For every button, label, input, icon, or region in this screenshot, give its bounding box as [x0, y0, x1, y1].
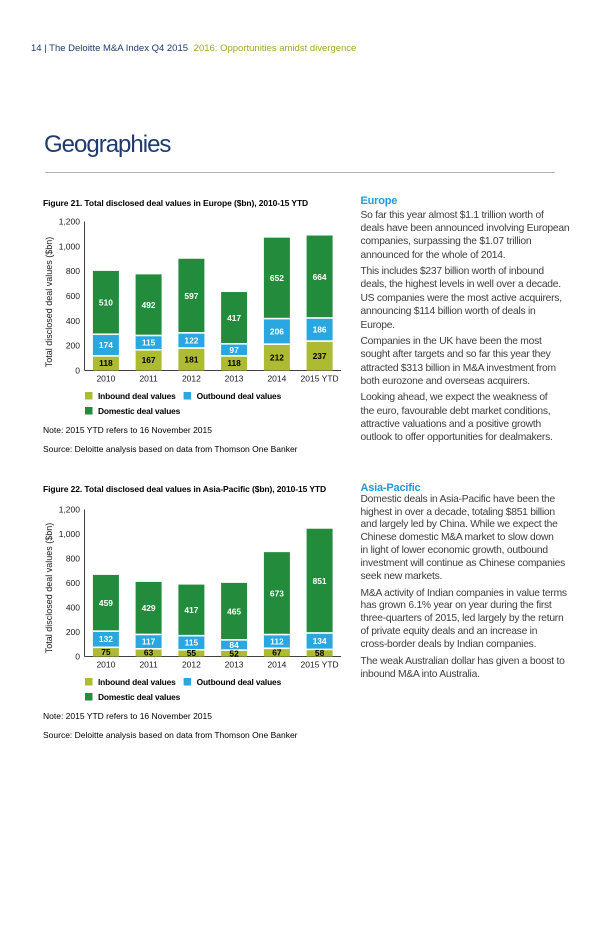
svg-text:2010: 2010	[96, 660, 115, 670]
svg-text:Total disclosed deal values ($: Total disclosed deal values ($bn)	[44, 237, 54, 368]
svg-text:851: 851	[313, 576, 327, 586]
svg-text:117: 117	[142, 637, 156, 647]
svg-text:510: 510	[99, 298, 113, 308]
svg-text:55: 55	[187, 648, 197, 658]
svg-text:417: 417	[227, 313, 241, 323]
svg-text:174: 174	[99, 340, 113, 350]
svg-text:122: 122	[184, 336, 198, 346]
svg-text:800: 800	[66, 266, 80, 276]
svg-text:459: 459	[99, 598, 113, 608]
svg-text:0: 0	[75, 652, 80, 662]
svg-text:200: 200	[66, 627, 80, 637]
svg-text:673: 673	[270, 588, 284, 598]
svg-text:2010: 2010	[96, 374, 115, 384]
svg-text:167: 167	[142, 355, 156, 365]
svg-text:115: 115	[185, 638, 199, 648]
svg-text:Outbound deal values: Outbound deal values	[197, 677, 282, 687]
svg-text:1,200: 1,200	[59, 505, 81, 515]
svg-text:1,000: 1,000	[59, 241, 81, 251]
svg-text:2014: 2014	[267, 374, 286, 384]
svg-text:2013: 2013	[225, 660, 244, 670]
svg-text:Figure 22. Total disclosed dea: Figure 22. Total disclosed deal values i…	[43, 484, 326, 494]
svg-text:Domestic deal values: Domestic deal values	[98, 406, 181, 416]
svg-text:Total disclosed deal values ($: Total disclosed deal values ($bn)	[44, 523, 54, 654]
svg-text:400: 400	[66, 316, 80, 326]
svg-text:Note: 2015 YTD refers to 16 No: Note: 2015 YTD refers to 16 November 201…	[43, 711, 212, 721]
svg-text:Inbound deal values: Inbound deal values	[98, 677, 176, 687]
svg-text:75: 75	[101, 647, 111, 657]
svg-text:Domestic deal values: Domestic deal values	[98, 692, 181, 702]
svg-text:134: 134	[313, 636, 327, 646]
svg-text:2015 YTD: 2015 YTD	[301, 374, 339, 384]
svg-text:67: 67	[272, 647, 282, 657]
svg-text:Outbound deal values: Outbound deal values	[197, 391, 282, 401]
svg-text:Source: Deloitte analysis base: Source: Deloitte analysis based on data …	[43, 730, 298, 740]
svg-text:58: 58	[315, 648, 325, 658]
svg-text:63: 63	[144, 648, 154, 658]
svg-text:97: 97	[229, 345, 239, 355]
svg-text:118: 118	[99, 358, 113, 368]
svg-text:Source: Deloitte analysis base: Source: Deloitte analysis based on data …	[43, 444, 298, 454]
svg-text:118: 118	[227, 358, 241, 368]
svg-text:600: 600	[66, 291, 80, 301]
svg-text:Figure 21. Total disclosed dea: Figure 21. Total disclosed deal values i…	[43, 198, 308, 208]
svg-text:600: 600	[66, 578, 80, 588]
svg-text:2011: 2011	[139, 374, 158, 384]
svg-text:52: 52	[229, 648, 239, 658]
svg-text:237: 237	[313, 351, 327, 361]
svg-text:0: 0	[75, 366, 80, 376]
svg-text:492: 492	[142, 300, 156, 310]
svg-text:652: 652	[270, 273, 284, 283]
svg-text:800: 800	[66, 554, 80, 564]
svg-text:186: 186	[313, 325, 327, 335]
svg-text:417: 417	[184, 605, 198, 615]
svg-text:2015 YTD: 2015 YTD	[301, 660, 339, 670]
svg-text:2013: 2013	[225, 374, 244, 384]
svg-text:200: 200	[66, 341, 80, 351]
svg-text:206: 206	[270, 326, 284, 336]
svg-text:181: 181	[184, 354, 198, 364]
svg-text:1,000: 1,000	[59, 529, 81, 539]
svg-text:112: 112	[270, 636, 284, 646]
svg-text:2011: 2011	[139, 660, 158, 670]
svg-text:84: 84	[229, 640, 239, 650]
svg-text:1,200: 1,200	[59, 217, 81, 227]
svg-text:Inbound deal values: Inbound deal values	[98, 391, 176, 401]
svg-text:429: 429	[142, 603, 156, 613]
svg-text:132: 132	[99, 634, 113, 644]
svg-text:597: 597	[184, 291, 198, 301]
svg-text:2012: 2012	[182, 374, 201, 384]
svg-text:400: 400	[66, 603, 80, 613]
svg-text:Note: 2015 YTD refers to 16 No: Note: 2015 YTD refers to 16 November 201…	[43, 425, 212, 435]
svg-text:2014: 2014	[267, 660, 286, 670]
svg-text:115: 115	[142, 338, 156, 348]
svg-text:465: 465	[227, 606, 241, 616]
svg-text:664: 664	[313, 272, 327, 282]
svg-text:2012: 2012	[182, 660, 201, 670]
svg-text:212: 212	[270, 352, 284, 362]
